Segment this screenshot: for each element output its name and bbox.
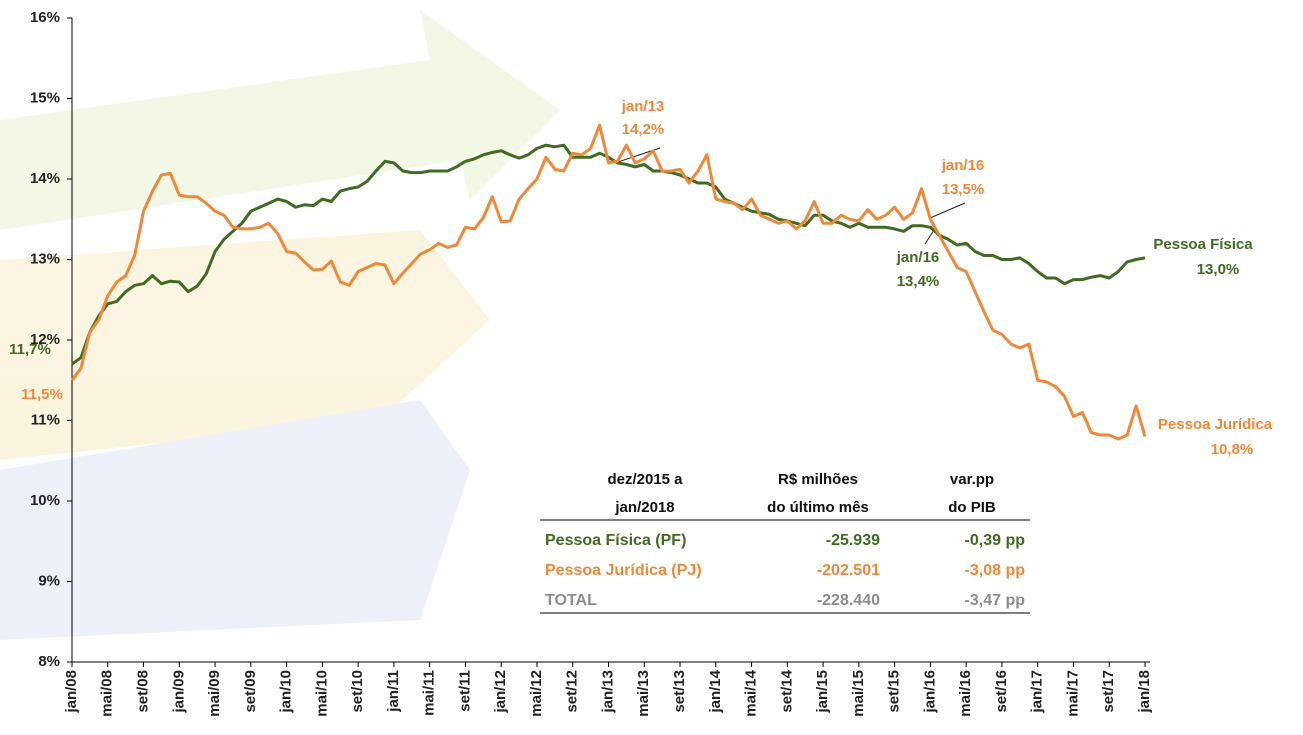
table-header: do último mês xyxy=(767,499,869,516)
pointer xyxy=(930,203,965,218)
table-cell: -202.501 xyxy=(817,562,880,579)
x-tick-label: set/13 xyxy=(671,670,688,713)
y-tick-label: 10% xyxy=(30,492,60,509)
x-tick-label: jan/15 xyxy=(814,670,831,714)
y-tick-label: 16% xyxy=(30,9,60,26)
x-tick-label: mai/12 xyxy=(528,670,545,717)
x-tick-label: mai/08 xyxy=(99,670,116,717)
x-tick-label: mai/13 xyxy=(635,670,652,717)
x-tick-label: set/17 xyxy=(1100,670,1117,713)
y-tick-label: 9% xyxy=(38,572,60,589)
annotation: 13,0% xyxy=(1197,261,1240,278)
table-cell: Pessoa Jurídica (PJ) xyxy=(545,562,702,579)
x-tick-label: set/12 xyxy=(564,670,581,713)
y-tick-label: 14% xyxy=(30,170,60,187)
table-cell: Pessoa Física (PF) xyxy=(545,532,686,549)
annotation: jan/16 xyxy=(896,249,940,266)
table-cell: -3,47 pp xyxy=(965,592,1026,609)
x-tick-label: mai/11 xyxy=(421,670,438,716)
x-tick-label: mai/17 xyxy=(1064,670,1081,717)
table-header: jan/2018 xyxy=(614,499,674,516)
x-tick-label: jan/11 xyxy=(385,670,402,713)
x-tick-label: mai/16 xyxy=(957,670,974,717)
x-tick-label: set/10 xyxy=(349,670,366,713)
x-tick-label: mai/10 xyxy=(313,670,330,717)
annotation: 11,5% xyxy=(21,386,63,403)
y-tick-label: 13% xyxy=(30,250,60,267)
series-label: Pessoa Jurídica xyxy=(1158,416,1273,433)
x-tick-label: set/09 xyxy=(242,670,259,713)
table-cell: -228.440 xyxy=(817,592,880,609)
table-cell: TOTAL xyxy=(545,592,597,609)
x-tick-label: jan/14 xyxy=(707,669,724,713)
series-label: Pessoa Física xyxy=(1153,236,1253,253)
annotation: jan/16 xyxy=(941,157,985,174)
table-header: dez/2015 a xyxy=(607,471,683,488)
x-tick-label: set/16 xyxy=(993,670,1010,713)
x-tick-label: jan/12 xyxy=(492,670,509,714)
table-cell: -0,39 pp xyxy=(965,532,1026,549)
y-tick-label: 11% xyxy=(31,411,60,428)
annotation-pointers xyxy=(615,148,965,244)
y-tick-label: 8% xyxy=(38,653,60,670)
x-tick-label: set/08 xyxy=(135,670,152,713)
x-tick-label: set/14 xyxy=(778,669,795,712)
x-tick-label: set/15 xyxy=(886,670,903,713)
x-tick-label: mai/14 xyxy=(743,669,760,716)
annotation: 13,5% xyxy=(942,181,985,198)
x-tick-label: jan/16 xyxy=(921,670,938,714)
x-tick-label: jan/10 xyxy=(278,670,295,714)
y-tick-label: 15% xyxy=(30,89,60,106)
x-tick-label: jan/18 xyxy=(1136,670,1153,714)
table-header: R$ milhões xyxy=(778,471,858,488)
x-tick-label: jan/09 xyxy=(170,670,187,714)
annotation: jan/13 xyxy=(621,98,665,115)
annotation: 10,8% xyxy=(1211,441,1254,458)
x-tick-label: mai/15 xyxy=(850,670,867,717)
annotation: 11,7% xyxy=(9,341,51,358)
bg-arrow xyxy=(0,10,560,230)
chart: 8%9%10%11%12%13%14%15%16%jan/08mai/08set… xyxy=(0,0,1303,735)
annotation: 14,2% xyxy=(622,121,665,138)
background-arrows xyxy=(0,10,560,640)
annotation: 13,4% xyxy=(897,273,940,290)
x-tick-label: jan/13 xyxy=(599,670,616,714)
table-header: var.pp xyxy=(950,471,994,488)
table-cell: -25.939 xyxy=(826,532,880,549)
x-tick-label: mai/09 xyxy=(206,670,223,717)
table-header: do PIB xyxy=(948,499,996,516)
table-cell: -3,08 pp xyxy=(965,562,1026,579)
x-tick-label: jan/17 xyxy=(1029,670,1046,714)
x-tick-label: set/11 xyxy=(456,670,473,712)
x-tick-label: jan/08 xyxy=(63,670,80,714)
pointer xyxy=(925,230,934,244)
